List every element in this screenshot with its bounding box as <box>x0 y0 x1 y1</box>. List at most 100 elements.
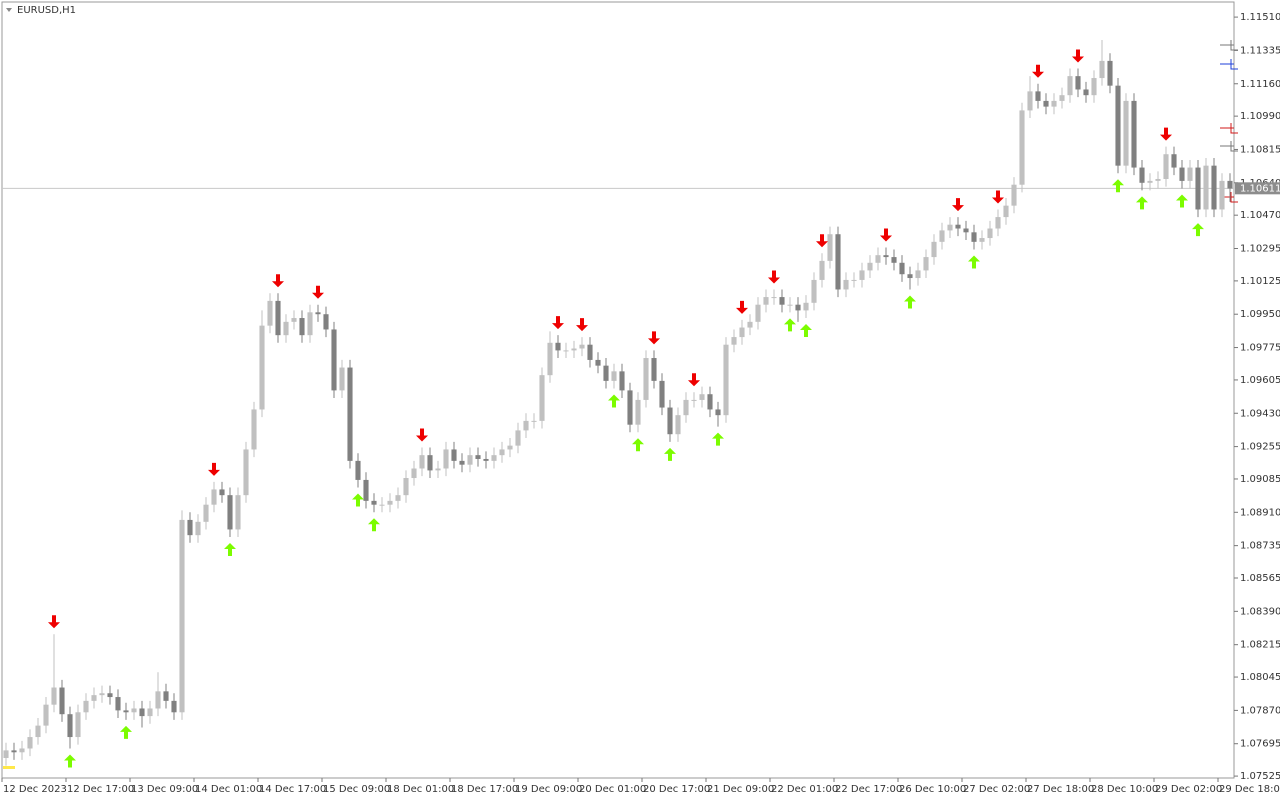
buy-arrow <box>120 725 132 739</box>
candle-body <box>107 693 113 698</box>
candle-body <box>643 358 649 400</box>
candle-body <box>355 460 361 480</box>
x-tick-label: 28 Dec 10:00 <box>1091 784 1158 795</box>
candle-body <box>1083 89 1089 96</box>
bid-label-bg <box>1235 182 1280 195</box>
candle-body <box>971 232 977 242</box>
candle-body <box>27 737 33 749</box>
candle-body <box>1107 60 1113 86</box>
candle-body <box>259 325 265 410</box>
y-tick-label: 1.07695 <box>1240 739 1280 750</box>
candle-body <box>123 710 129 713</box>
candle-body <box>467 455 473 465</box>
x-tick-label: 18 Dec 01:00 <box>387 784 454 795</box>
x-tick-label: 12 Dec 2023 <box>3 784 67 795</box>
candle-body <box>147 708 153 717</box>
candle-body <box>683 399 689 416</box>
sell-arrow <box>208 462 220 476</box>
candle-body <box>227 495 233 530</box>
candle-body <box>451 449 457 461</box>
candle-body <box>899 262 905 275</box>
order-level-markers <box>1220 40 1238 203</box>
candle-body <box>507 445 513 450</box>
candle-body <box>1147 180 1153 183</box>
y-tick-label: 1.08215 <box>1240 640 1280 651</box>
candle-body <box>475 455 481 459</box>
candle-body <box>1075 76 1081 90</box>
candle-body <box>787 304 793 306</box>
candle-body <box>515 430 521 446</box>
candle-body <box>243 449 249 496</box>
candle-body <box>1067 76 1073 96</box>
candle-body <box>299 318 305 336</box>
candle-body <box>1171 154 1177 168</box>
candle-body <box>83 700 89 713</box>
level-marker <box>1220 123 1238 134</box>
candle-body <box>387 500 393 505</box>
candle-body <box>539 375 545 421</box>
y-tick-label: 1.07525 <box>1240 771 1280 782</box>
candle-body <box>203 504 209 522</box>
candle-body <box>1187 167 1193 181</box>
candle-body <box>659 380 665 408</box>
level-marker <box>1220 141 1238 152</box>
candle-body <box>59 687 65 715</box>
candle-body <box>763 297 769 305</box>
candle-body <box>459 460 465 465</box>
candle-body <box>715 409 721 416</box>
candle-body <box>1203 165 1209 210</box>
candle-body <box>723 344 729 416</box>
sell-arrow <box>648 331 660 345</box>
y-tick-label: 1.09775 <box>1240 343 1280 354</box>
candle-body <box>555 342 561 351</box>
candle-body <box>275 300 281 336</box>
candle-body <box>1131 100 1137 168</box>
candle-body <box>579 344 585 349</box>
candle-body <box>3 750 9 759</box>
sell-arrow <box>1072 49 1084 63</box>
y-tick-label: 1.11335 <box>1240 45 1280 56</box>
candle-body <box>267 300 273 326</box>
candle-body <box>891 257 897 263</box>
candle-body <box>803 302 809 311</box>
candle-body <box>1011 184 1017 206</box>
candle-body <box>1019 110 1025 185</box>
x-tick-label: 12 Dec 17:00 <box>67 784 134 795</box>
candle-body <box>435 468 441 471</box>
x-tick-label: 14 Dec 01:00 <box>195 784 262 795</box>
sell-arrow <box>416 428 428 442</box>
y-tick-label: 1.07870 <box>1240 705 1280 716</box>
buy-arrow <box>1136 196 1148 210</box>
candle-body <box>851 279 857 281</box>
sell-arrow <box>880 228 892 242</box>
y-tick-label: 1.08045 <box>1240 672 1280 683</box>
y-tick-label: 1.10295 <box>1240 244 1280 255</box>
candle-body <box>483 458 489 461</box>
candle-body <box>827 234 833 261</box>
candle-body <box>843 279 849 290</box>
candle-body <box>1035 91 1041 101</box>
candle-body <box>923 257 929 271</box>
sell-arrow <box>1160 127 1172 141</box>
candle-body <box>1091 78 1097 96</box>
sell-arrow <box>992 190 1004 204</box>
candle-body <box>371 500 377 505</box>
sell-arrow <box>552 316 564 330</box>
buy-arrow <box>664 447 676 461</box>
y-tick-label: 1.11510 <box>1240 12 1280 23</box>
symbol-menu-icon[interactable] <box>6 8 12 12</box>
candle-body <box>523 420 529 431</box>
candle-body <box>667 407 673 435</box>
candle-body <box>995 217 1001 229</box>
candle-body <box>179 519 185 713</box>
candle-body <box>307 312 313 336</box>
sell-arrow <box>48 615 60 629</box>
candle-body <box>347 367 353 461</box>
buy-arrow <box>632 438 644 452</box>
buy-arrow <box>224 543 236 557</box>
candle-body <box>1123 100 1129 166</box>
chart-title: EURUSD,H1 <box>17 5 76 16</box>
bid-label: 1.10611 <box>1240 183 1280 194</box>
candle-body <box>163 691 169 701</box>
